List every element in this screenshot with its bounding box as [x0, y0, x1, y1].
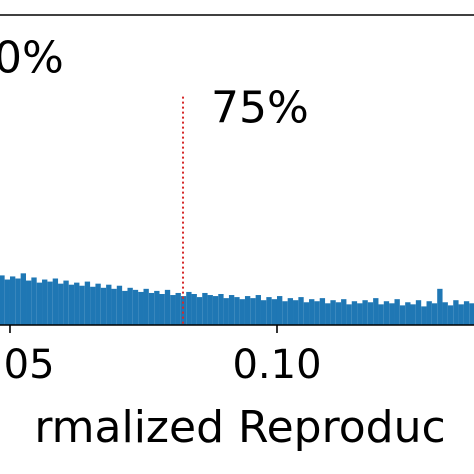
bar [405, 302, 411, 325]
bar [42, 279, 48, 325]
bar [164, 289, 171, 325]
bar [287, 298, 294, 325]
bar [431, 303, 438, 325]
bar [394, 299, 400, 325]
bar [223, 298, 229, 325]
bar [250, 298, 256, 325]
bar [469, 303, 474, 325]
bar [138, 291, 144, 325]
bar [325, 303, 331, 325]
bar [271, 299, 277, 325]
bar [9, 276, 16, 325]
bar [442, 302, 448, 325]
bar [20, 273, 27, 325]
bar [389, 303, 395, 325]
bar [132, 289, 139, 325]
bar [453, 300, 459, 325]
bar [410, 304, 416, 325]
bar [351, 301, 358, 325]
bar [330, 300, 336, 325]
bar [346, 304, 352, 325]
bar [218, 294, 224, 325]
bar [148, 292, 155, 325]
bar [15, 278, 21, 325]
bar [298, 297, 304, 325]
bar [68, 284, 75, 325]
bar [357, 303, 363, 325]
bar [175, 292, 181, 325]
bar [36, 282, 43, 325]
bar [303, 302, 310, 325]
bar [437, 288, 443, 325]
bar [52, 278, 59, 325]
bar [212, 296, 219, 325]
bar [207, 295, 213, 325]
bar [276, 296, 283, 325]
bar [239, 299, 245, 325]
bar [186, 291, 192, 325]
bar [421, 306, 427, 325]
bar [293, 300, 299, 325]
bar [159, 294, 165, 325]
bar [234, 297, 240, 325]
bar [26, 280, 32, 325]
x-tick-label: 0.10 [232, 342, 321, 388]
bar [319, 298, 326, 325]
bar [244, 296, 251, 325]
bar [4, 279, 10, 325]
bar [383, 301, 390, 325]
x-axis-label: rmalized Reproduc [34, 402, 445, 453]
bar [191, 294, 197, 325]
bar [367, 302, 374, 325]
annotation: 0% [0, 32, 64, 83]
bar [58, 283, 64, 325]
bar [266, 297, 272, 325]
bar [282, 301, 288, 325]
bar [31, 277, 37, 325]
bar [143, 288, 149, 325]
bar [341, 299, 347, 325]
bar [415, 300, 422, 325]
bar [314, 301, 320, 325]
bar [63, 280, 69, 325]
bar [170, 295, 176, 325]
bar [0, 275, 5, 325]
vline-label: 75% [211, 83, 309, 134]
bar [447, 305, 454, 325]
bar [106, 284, 112, 325]
bar [463, 301, 470, 325]
bar [228, 295, 235, 325]
bar [90, 286, 96, 325]
bar [426, 301, 432, 325]
bar [399, 305, 406, 325]
bar [79, 285, 85, 325]
bar [100, 287, 107, 325]
bar [74, 282, 80, 325]
x-tick-label: 0.05 [0, 342, 55, 388]
bar [84, 281, 91, 325]
bar [378, 304, 384, 325]
bar [458, 304, 464, 325]
bar [154, 290, 160, 325]
bar [95, 283, 101, 325]
bar [116, 285, 123, 325]
bar [309, 299, 315, 325]
bar [362, 300, 368, 325]
bar [47, 281, 53, 325]
bar [255, 295, 261, 325]
bar [196, 297, 203, 325]
bar [373, 298, 379, 325]
bar [111, 288, 117, 325]
bar [260, 300, 267, 325]
bar [180, 296, 187, 325]
bar [335, 302, 342, 325]
bar [122, 290, 128, 325]
bar [202, 292, 208, 325]
bar [127, 287, 133, 325]
